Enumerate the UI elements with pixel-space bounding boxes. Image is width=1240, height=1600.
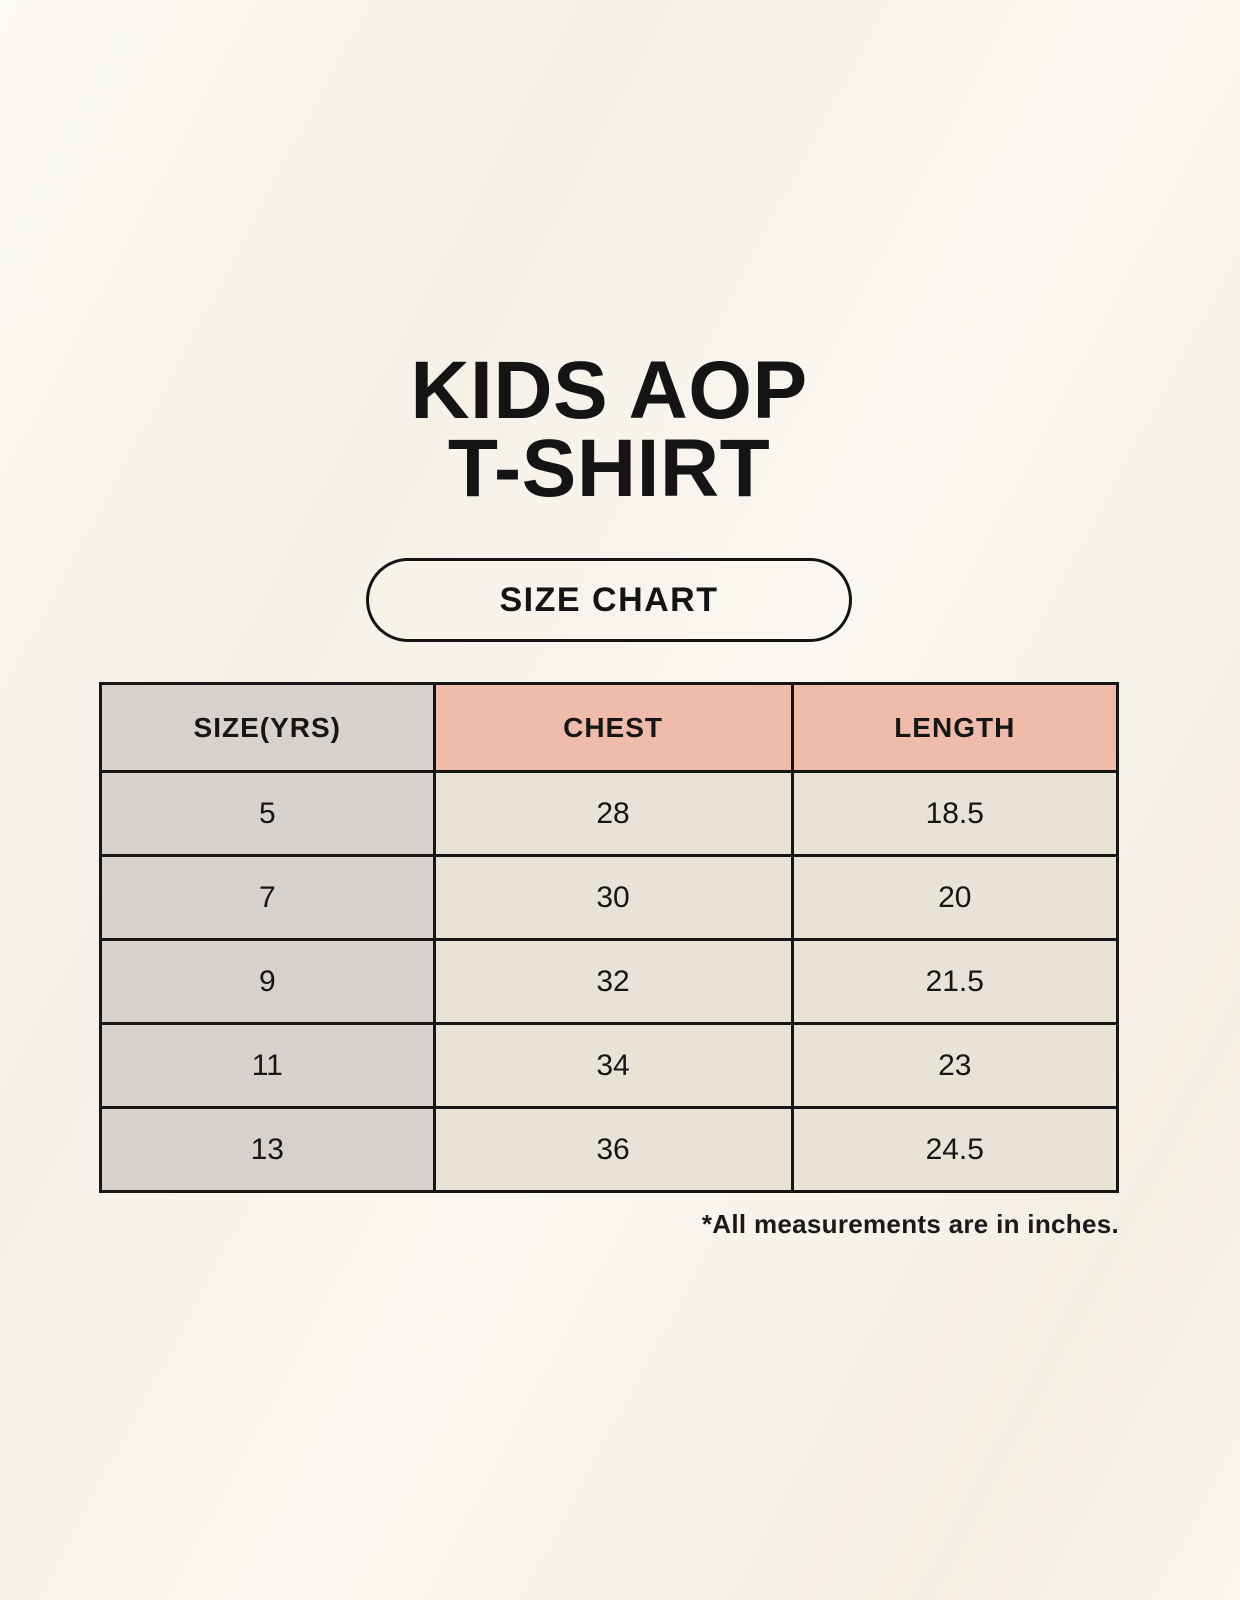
chest-cell: 30 <box>432 854 794 941</box>
chest-cell: 28 <box>432 770 794 857</box>
size-cell: 11 <box>99 1022 436 1109</box>
size-table: SIZE(YRS) CHEST LENGTH 5 28 18.5 7 30 20… <box>99 682 1120 1193</box>
product-title-line-1: KIDS AOP <box>410 345 808 436</box>
size-cell: 13 <box>99 1106 436 1193</box>
length-cell: 24.5 <box>790 1106 1120 1193</box>
size-cell: 9 <box>99 938 436 1025</box>
chest-cell: 36 <box>432 1106 794 1193</box>
size-table-header-row: SIZE(YRS) CHEST LENGTH <box>99 682 1120 773</box>
size-cell: 5 <box>99 770 436 857</box>
length-cell: 21.5 <box>790 938 1120 1025</box>
column-header-size-yrs: SIZE(YRS) <box>99 682 436 773</box>
measurements-footnote: *All measurements are in inches. <box>701 1209 1119 1239</box>
content-column: KIDS AOP T-SHIRT SIZE CHART SIZE(YRS) CHE… <box>99 0 1120 1240</box>
length-cell: 20 <box>790 854 1120 941</box>
size-table-row: 9 32 21.5 <box>99 938 1120 1025</box>
size-table-row: 13 36 24.5 <box>99 1106 1120 1193</box>
chest-cell: 34 <box>432 1022 794 1109</box>
size-table-row: 11 34 23 <box>99 1022 1120 1109</box>
length-cell: 18.5 <box>790 770 1120 857</box>
product-title: KIDS AOP T-SHIRT <box>99 350 1119 510</box>
length-cell: 23 <box>790 1022 1120 1109</box>
product-title-line-2: T-SHIRT <box>447 423 771 514</box>
size-table-row: 5 28 18.5 <box>99 770 1120 857</box>
column-header-chest: CHEST <box>432 682 794 773</box>
chest-cell: 32 <box>432 938 794 1025</box>
size-table-row: 7 30 20 <box>99 854 1120 941</box>
size-chart-badge-label: SIZE CHART <box>499 580 719 619</box>
size-chart-badge: SIZE CHART <box>366 558 852 642</box>
column-header-length: LENGTH <box>790 682 1120 773</box>
size-cell: 7 <box>99 854 436 941</box>
